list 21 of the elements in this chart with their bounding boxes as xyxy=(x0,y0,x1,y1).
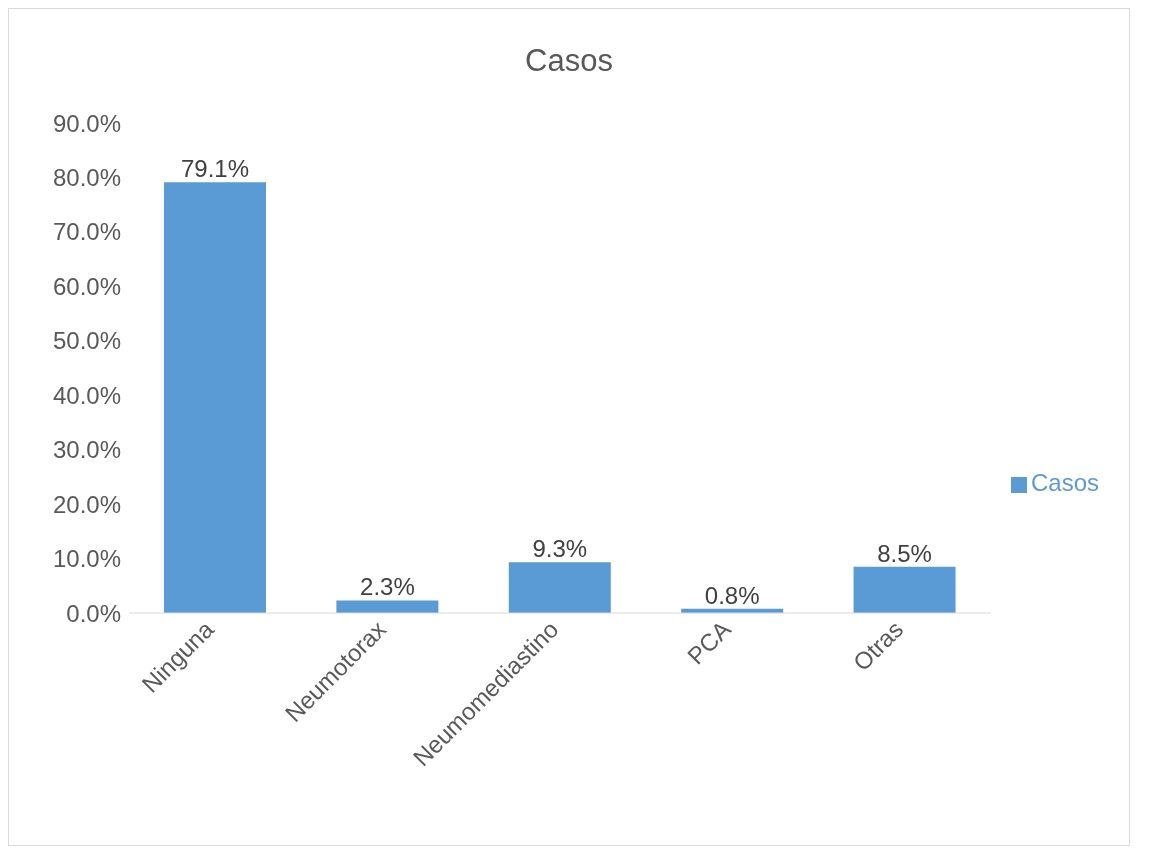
y-tick-label: 90.0% xyxy=(52,109,121,137)
data-label: 2.3% xyxy=(360,573,415,601)
y-tick-label: 70.0% xyxy=(52,218,121,246)
y-tick-label: 40.0% xyxy=(52,381,121,409)
y-tick-label: 30.0% xyxy=(52,436,121,464)
data-label: 79.1% xyxy=(180,155,250,183)
y-tick-label: 50.0% xyxy=(52,327,121,355)
y-tick-label: 60.0% xyxy=(52,272,121,300)
bar xyxy=(508,562,611,613)
legend-label: Casos xyxy=(1030,469,1099,496)
y-tick-label: 80.0% xyxy=(52,163,121,191)
y-tick-label: 20.0% xyxy=(52,490,121,518)
chart-title: Casos xyxy=(524,42,614,80)
bar xyxy=(853,566,956,613)
data-label: 0.8% xyxy=(704,581,760,609)
y-tick-label: 0.0% xyxy=(66,599,121,627)
y-tick-label: 10.0% xyxy=(52,545,121,573)
bar xyxy=(336,600,439,613)
bar xyxy=(164,182,266,613)
data-label: 8.5% xyxy=(877,539,932,567)
data-label: 9.3% xyxy=(532,535,588,563)
